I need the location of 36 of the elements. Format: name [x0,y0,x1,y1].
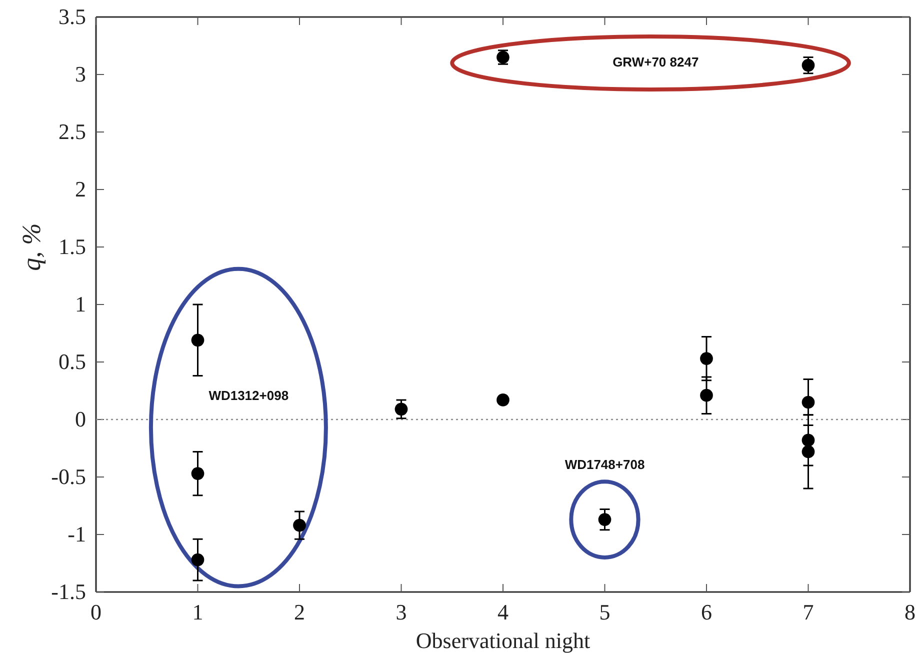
point [191,334,204,347]
y-axis-title: q, % [17,223,46,271]
y-tick-label: 2.5 [58,119,86,144]
annotation: WD1312+098 [208,388,289,403]
x-tick-label: 3 [396,600,407,625]
point [700,388,713,402]
annotation: GRW+70 8247 [612,54,699,70]
x-tick-label: 1 [192,600,204,625]
y-tick-label: 2 [75,176,86,202]
point [293,518,306,532]
y-tick-label: -1.5 [51,579,86,604]
y-tick-label: 3.5 [58,4,86,30]
y-tick-label: 0 [75,406,86,432]
x-tick-label: 5 [599,600,610,625]
point [700,352,713,365]
point [802,434,815,447]
point [394,402,408,416]
annotation: WD1748+708 [564,456,645,472]
y-tick-label: -0.5 [51,464,86,490]
x-tick-label: 2 [294,600,305,625]
point [191,467,204,480]
y-tick-label: -1 [68,522,86,547]
point [598,513,612,526]
y-tick-label: 1 [75,292,86,317]
x-tick-label: 8 [904,600,916,625]
y-tick-label: 3 [75,62,86,87]
x-tick-label: 7 [802,600,814,625]
point [802,396,815,409]
point [191,553,204,566]
y-tick-label: 0.5 [58,349,86,374]
y-tick-label: 1.5 [58,234,86,260]
x-tick-label: 6 [701,600,712,625]
x-tick-label: 4 [498,600,508,625]
x-tick-label: 0 [90,600,102,625]
point [802,445,815,458]
x-axis-title: Observational night [416,628,590,653]
